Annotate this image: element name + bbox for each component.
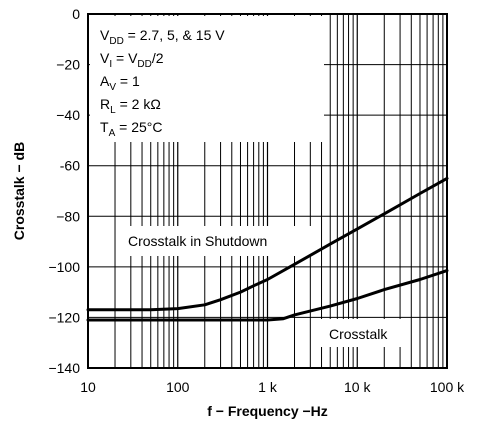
- x-tick-label: 10 k: [344, 379, 371, 395]
- curve-labels: Crosstalk in Shutdown Crosstalk: [128, 233, 388, 342]
- shutdown-label-mask: [118, 226, 312, 256]
- plot-frame: [87, 13, 448, 369]
- x-tick-label: 1 k: [258, 379, 278, 395]
- crosstalk-label-mask: [316, 319, 408, 347]
- curve-crosstalk-in-shutdown: [86, 176, 449, 312]
- y-tick-label: 0: [72, 6, 80, 22]
- y-axis-title: Crosstalk − dB: [11, 142, 27, 240]
- condition-line: AV = 1: [100, 73, 140, 93]
- y-tick-label: −100: [48, 259, 80, 275]
- y-tick-labels: 0 −20 −40 -60 −80 −100 −120 −140: [48, 6, 80, 376]
- condition-line: TA = 25°C: [100, 119, 162, 139]
- conditions-mask: [90, 16, 324, 142]
- x-tick-labels: 10 100 1 k 10 k 100 k: [80, 379, 465, 395]
- curves: [86, 176, 449, 322]
- y-tick-label: -60: [60, 158, 80, 174]
- x-tick-label: 100 k: [430, 379, 465, 395]
- y-tick-label: −80: [56, 208, 80, 224]
- y-tick-label: −120: [48, 309, 80, 325]
- x-axis-title: f − Frequency −Hz: [207, 403, 328, 419]
- condition-line: VDD = 2.7, 5, & 15 V: [100, 27, 225, 47]
- curve-crosstalk: [86, 269, 449, 322]
- condition-line: VI = VDD/2: [100, 50, 164, 70]
- x-tick-label: 100: [166, 379, 190, 395]
- label-masks: [90, 16, 408, 347]
- y-tick-label: −140: [48, 360, 80, 376]
- label-crosstalk-in-shutdown: Crosstalk in Shutdown: [128, 233, 267, 249]
- condition-line: RL = 2 kΩ: [100, 96, 161, 116]
- y-tick-label: −40: [56, 107, 80, 123]
- label-crosstalk: Crosstalk: [329, 326, 388, 342]
- test-conditions: VDD = 2.7, 5, & 15 V VI = VDD/2 AV = 1 RL =…: [100, 27, 225, 139]
- y-tick-label: −20: [56, 57, 80, 73]
- x-tick-label: 10: [80, 379, 96, 395]
